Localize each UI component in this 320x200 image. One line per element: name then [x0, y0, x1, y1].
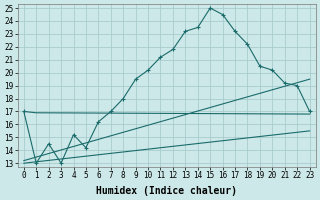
X-axis label: Humidex (Indice chaleur): Humidex (Indice chaleur) — [96, 186, 237, 196]
